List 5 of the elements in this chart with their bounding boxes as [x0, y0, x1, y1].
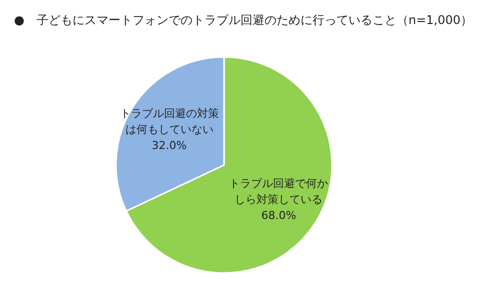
chart-title: ● 子どもにスマートフォンでのトラブル回避のために行っていること（n=1,000）	[14, 12, 472, 29]
slice-label: トラブル回避の対策は何もしていない	[119, 106, 220, 138]
slice-label: トラブル回避で何かしら対策している	[228, 176, 329, 208]
data-label: 32.0%	[150, 138, 188, 154]
data-label: 68.0%	[260, 208, 298, 224]
